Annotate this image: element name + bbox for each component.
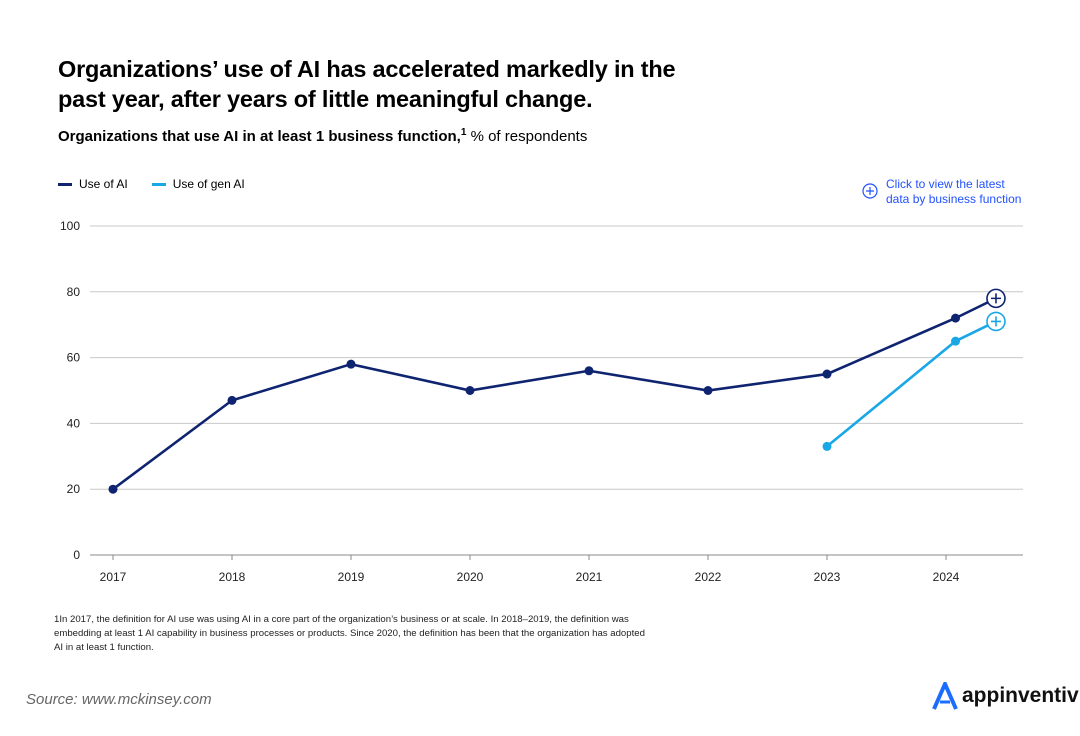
plus-icon [990, 293, 1001, 304]
data-point [822, 369, 832, 379]
x-tick-label: 2021 [576, 570, 603, 584]
brand-name: appinventiv [962, 684, 1079, 707]
cta-line-2: data by business function [886, 192, 1022, 206]
series-line-use-of-ai [112, 297, 997, 491]
x-tick-label: 2023 [814, 570, 841, 584]
x-tick-label: 2020 [457, 570, 484, 584]
legend-swatch [58, 182, 72, 186]
plus-icon [990, 316, 1001, 327]
data-point [227, 395, 237, 405]
y-tick-label: 20 [67, 482, 81, 496]
brand-logo: appinventiv [932, 682, 1079, 710]
y-tick-label: 100 [60, 219, 80, 233]
footnote: 1In 2017, the definition for AI use was … [54, 614, 645, 653]
line-chart: 0 20 40 60 80 100 2017 2018 2019 2020 2021 2022 2023… [60, 219, 1023, 584]
legend-label: Use of AI [79, 177, 128, 191]
data-point [465, 386, 475, 395]
x-tick-label: 2022 [695, 570, 722, 584]
data-point [584, 366, 594, 376]
legend-item-use-of-gen-ai: Use of gen AI [151, 177, 245, 191]
legend: Use of AI Use of gen AI [58, 177, 245, 191]
subtitle-unit: % of respondents [466, 128, 588, 145]
data-point [703, 386, 713, 395]
x-tick-label: 2024 [933, 570, 960, 584]
legend-item-use-of-ai: Use of AI [58, 177, 128, 191]
source-credit: Source: www.mckinsey.com [26, 691, 212, 708]
chart-subtitle: Organizations that use AI in at least 1 … [58, 127, 587, 145]
x-tick-label: 2017 [100, 570, 127, 584]
y-tick-label: 40 [67, 416, 81, 430]
chart-title: Organizations’ use of AI has accelerated… [58, 56, 676, 112]
cta-line-1: Click to view the latest [886, 177, 1005, 191]
plus-circle-icon [862, 183, 878, 199]
data-point [108, 484, 118, 494]
y-tick-label: 0 [73, 548, 80, 562]
y-tick-label: 60 [67, 351, 81, 365]
x-tick-label: 2019 [338, 570, 365, 584]
footnote-marker: 1 [460, 127, 467, 138]
data-point [822, 441, 832, 451]
legend-label: Use of gen AI [172, 177, 245, 191]
legend-swatch [151, 182, 166, 186]
data-point [346, 359, 356, 369]
view-latest-data-link[interactable]: Click to view the latest data by business… [862, 177, 1021, 207]
subtitle-bold: Organizations that use AI in at least 1 … [58, 128, 461, 145]
data-point [951, 336, 961, 346]
data-point [951, 313, 961, 323]
x-tick-label: 2018 [219, 570, 246, 584]
y-tick-label: 80 [67, 285, 81, 299]
series-line-use-of-gen-ai [826, 320, 997, 448]
appinventiv-logo-icon [932, 682, 958, 710]
